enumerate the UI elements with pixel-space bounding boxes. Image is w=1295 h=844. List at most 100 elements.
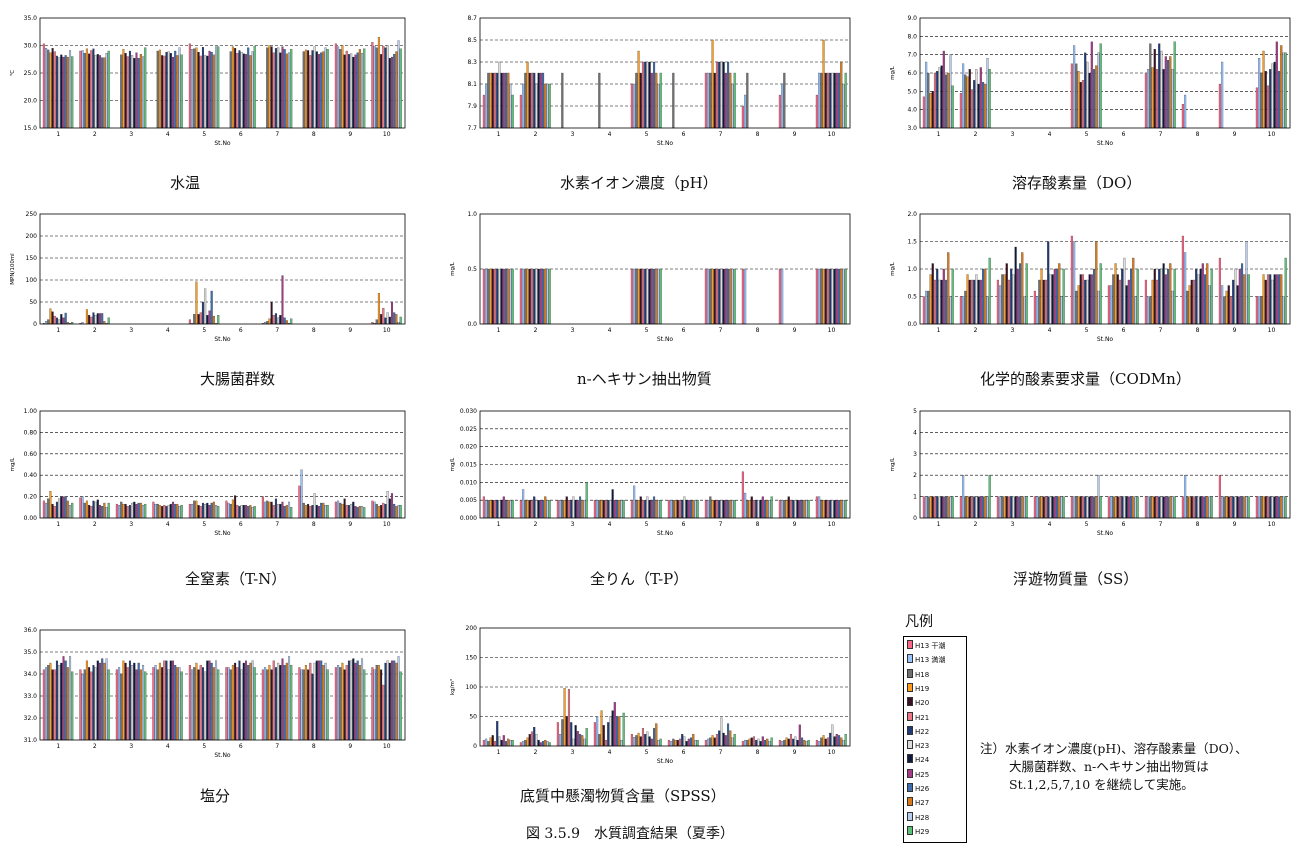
x-tick-label: 3 (129, 327, 133, 334)
note-text: 注）水素イオン濃度(pH)、溶存酸素量（DO）、 大腸菌群数、n-ヘキサン抽出物… (980, 740, 1248, 794)
bar (755, 739, 758, 747)
x-axis-label: St.No (214, 530, 231, 537)
x-tick-label: 8 (312, 131, 316, 138)
bar (650, 738, 653, 747)
legend-heading: 凡例 (905, 614, 933, 630)
bar (803, 739, 806, 747)
x-tick-label: 8 (312, 743, 316, 750)
bar (530, 731, 534, 747)
x-tick-label: 3 (571, 327, 575, 334)
x-tick-label: 8 (756, 521, 760, 528)
legend-item: H19 (907, 682, 930, 695)
legend-swatch (907, 697, 913, 707)
x-tick-label: 4 (608, 521, 612, 528)
legend-swatch (907, 768, 913, 778)
bar (741, 741, 744, 747)
bar (609, 716, 612, 747)
x-tick-label: 5 (645, 131, 649, 138)
bar (482, 739, 485, 747)
legend-swatch (907, 668, 913, 678)
legend-label: H28 (915, 813, 930, 822)
x-axis-label: St.No (1097, 336, 1114, 343)
bar (637, 732, 640, 747)
x-tick-label: 3 (1011, 131, 1015, 138)
x-tick-label: 2 (974, 327, 978, 334)
legend-label: H21 (915, 713, 930, 722)
note-line-3: St.1,2,5,7,10 を継続して実施。 (1009, 777, 1194, 792)
y-tick-label: 0.020 (460, 444, 477, 451)
bar (667, 739, 670, 747)
x-tick-label: 4 (608, 327, 612, 334)
bar (690, 737, 693, 747)
bar (835, 734, 838, 747)
x-axis-label: St.No (657, 758, 674, 765)
bar (570, 722, 573, 747)
bar (574, 725, 577, 747)
y-tick-label: 0.00 (24, 515, 38, 522)
bar (783, 739, 786, 747)
bar (798, 724, 801, 747)
x-tick-label: 4 (166, 327, 170, 334)
legend-label: H29 (915, 827, 930, 836)
y-tick-label: 8.1 (467, 81, 477, 88)
y-tick-label: 250 (26, 211, 38, 218)
y-tick-label: 1.0 (467, 211, 477, 218)
x-tick-label: 3 (571, 749, 575, 756)
x-tick-label: 2 (93, 131, 97, 138)
bar (724, 735, 727, 747)
chart-title: 全りん（T-P） (590, 570, 689, 588)
x-tick-label: 5 (645, 327, 649, 334)
y-tick-label: 0 (33, 321, 37, 328)
legend-label: H13 干潮 (915, 642, 946, 650)
legend-label: H24 (915, 756, 930, 765)
bar (646, 731, 649, 747)
y-tick-label: 0.000 (460, 515, 477, 522)
legend-label: H19 (915, 684, 930, 693)
legend-item: H13 干潮 (907, 640, 945, 652)
y-tick-label: 35.0 (24, 15, 38, 22)
bar (620, 739, 623, 747)
legend-swatch (907, 711, 913, 721)
legend-label: H25 (915, 770, 930, 779)
y-tick-label: 150 (26, 255, 38, 262)
bar (801, 737, 804, 747)
chart-title: 化学的酸素要求量（CODMn） (980, 370, 1191, 388)
x-tick-label: 5 (1085, 327, 1089, 334)
legend-label: H20 (915, 699, 930, 708)
plot-frame (919, 213, 1291, 325)
bar (722, 732, 725, 747)
bar (796, 739, 799, 747)
bar (670, 741, 673, 747)
bar (713, 737, 716, 747)
bar (539, 742, 542, 747)
x-tick-label: 3 (571, 131, 575, 138)
bar (596, 716, 599, 747)
x-tick-label: 9 (793, 327, 797, 334)
legend-item: H21 (907, 711, 930, 724)
y-tick-label: 25.0 (24, 70, 38, 77)
bar (502, 735, 505, 747)
y-tick-label: 0.60 (24, 451, 38, 458)
x-tick-label: 9 (348, 327, 352, 334)
bar (576, 731, 579, 747)
y-tick-label: 3.0 (907, 125, 917, 132)
y-tick-label: 4.0 (907, 107, 917, 114)
bar (585, 728, 588, 747)
y-tick-label: 0.010 (460, 479, 477, 486)
bar (653, 728, 656, 747)
bar (840, 737, 843, 747)
plot-frame (39, 213, 406, 325)
x-tick-label: 8 (312, 521, 316, 528)
x-tick-label: 10 (828, 749, 836, 756)
y-tick-label: 8.3 (467, 59, 477, 66)
bar (493, 741, 497, 747)
legend-label: H22 (915, 727, 930, 736)
x-tick-label: 2 (534, 749, 538, 756)
bar (522, 741, 525, 747)
bar (556, 722, 559, 747)
bar (487, 741, 490, 747)
chart-title: 溶存酸素量（DO） (1012, 174, 1142, 192)
bar (820, 737, 823, 747)
x-tick-label: 7 (1159, 327, 1163, 334)
x-tick-label: 9 (1233, 131, 1237, 138)
